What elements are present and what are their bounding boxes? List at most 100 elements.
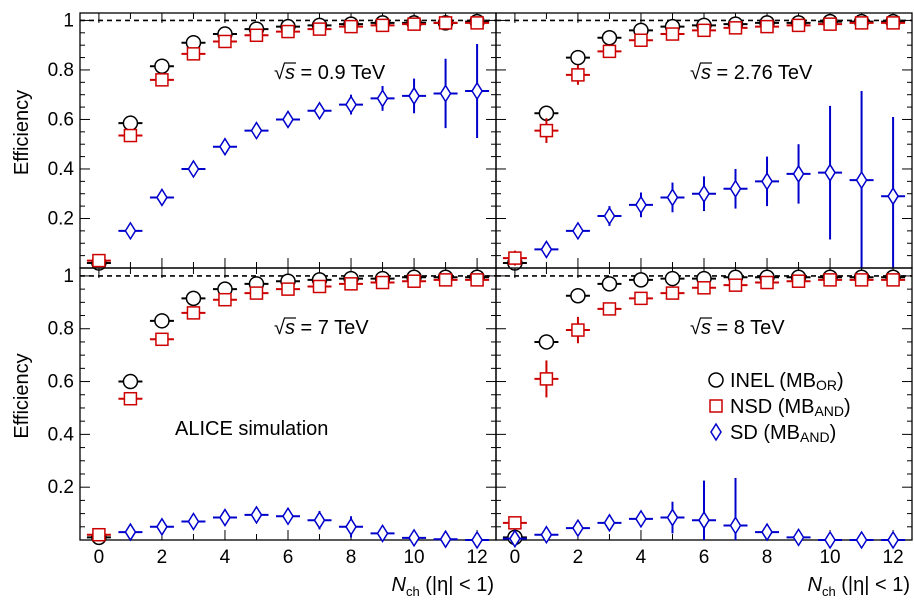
data-point bbox=[123, 391, 138, 406]
data-point bbox=[249, 286, 264, 300]
data-point bbox=[124, 221, 137, 241]
data-point bbox=[156, 517, 168, 537]
y-tick-label: 0.6 bbox=[48, 372, 74, 393]
y-axis-title: Efficiency bbox=[11, 90, 33, 175]
y-tick-label: 0.2 bbox=[48, 208, 74, 229]
legend-marker bbox=[708, 372, 724, 388]
data-point bbox=[887, 186, 899, 206]
data-point bbox=[570, 49, 586, 66]
y-axis-title: Efficiency bbox=[11, 353, 33, 438]
data-point bbox=[824, 530, 836, 550]
series-nsd bbox=[86, 16, 490, 268]
panel-frame bbox=[79, 12, 497, 269]
data-point bbox=[761, 522, 773, 542]
data-point bbox=[185, 290, 202, 307]
data-point bbox=[376, 88, 389, 108]
data-point bbox=[124, 522, 137, 542]
data-point bbox=[539, 123, 554, 138]
data-point bbox=[603, 206, 616, 226]
data-point bbox=[375, 275, 390, 290]
x-tick-label: 0 bbox=[510, 547, 521, 568]
series-sd bbox=[118, 505, 490, 550]
data-point bbox=[408, 528, 420, 548]
data-point bbox=[665, 27, 680, 41]
data-point bbox=[470, 16, 484, 30]
data-point bbox=[601, 276, 618, 292]
panel-frame bbox=[495, 12, 913, 269]
data-point bbox=[345, 517, 357, 537]
legend-entry: INEL (MBOR) bbox=[730, 370, 844, 393]
data-point bbox=[122, 115, 139, 131]
x-axis-title: Nch (|η| < 1) bbox=[392, 574, 495, 599]
data-point bbox=[855, 170, 868, 190]
data-point bbox=[761, 171, 773, 191]
data-point bbox=[313, 510, 326, 530]
energy-label: √s = 8 TeV bbox=[690, 317, 785, 339]
data-point bbox=[540, 240, 553, 259]
energy-label: √s = 2.76 TeV bbox=[690, 62, 813, 84]
data-point bbox=[408, 86, 420, 106]
x-tick-label: 8 bbox=[762, 547, 773, 568]
data-point bbox=[571, 323, 585, 337]
data-point bbox=[282, 110, 294, 129]
data-point bbox=[886, 273, 900, 287]
data-point bbox=[666, 188, 679, 207]
legend-marker bbox=[710, 422, 722, 442]
data-point bbox=[887, 530, 899, 550]
data-point bbox=[471, 81, 483, 101]
data-point bbox=[571, 68, 585, 82]
data-point bbox=[698, 510, 710, 530]
data-point bbox=[439, 529, 452, 549]
data-point bbox=[729, 516, 742, 535]
x-tick-label: 6 bbox=[283, 547, 294, 568]
panel-frame bbox=[79, 267, 497, 541]
series-nsd bbox=[86, 273, 490, 542]
data-point bbox=[792, 164, 805, 184]
data-point bbox=[375, 18, 390, 33]
legend: INEL (MBOR) NSD (MBAND) SD (MBAND) bbox=[708, 370, 851, 445]
data-point bbox=[187, 512, 200, 531]
data-point bbox=[156, 188, 168, 207]
data-point bbox=[792, 527, 805, 547]
data-point bbox=[728, 278, 743, 292]
data-point bbox=[634, 33, 648, 47]
data-point bbox=[471, 530, 483, 550]
data-point bbox=[186, 47, 201, 61]
data-point bbox=[603, 513, 616, 533]
legend-entry: SD (MBAND) bbox=[730, 422, 836, 445]
x-axis-title: Nch (|η| < 1) bbox=[808, 574, 911, 599]
data-point bbox=[154, 58, 170, 74]
data-point bbox=[155, 332, 169, 347]
data-point bbox=[218, 292, 232, 307]
series-sd bbox=[502, 477, 906, 550]
data-point bbox=[791, 18, 806, 33]
data-point bbox=[635, 509, 647, 529]
data-point bbox=[407, 274, 421, 288]
x-tick-label: 2 bbox=[573, 547, 584, 568]
data-point bbox=[509, 529, 521, 549]
data-point bbox=[344, 277, 358, 291]
series-inel bbox=[502, 13, 906, 271]
series-nsd bbox=[502, 273, 906, 530]
data-point bbox=[602, 302, 617, 316]
y-tick-label: 0.4 bbox=[48, 159, 75, 180]
x-tick-label: 12 bbox=[467, 547, 488, 568]
data-point bbox=[698, 184, 710, 204]
x-tick-label: 4 bbox=[220, 547, 231, 568]
data-point bbox=[282, 506, 294, 526]
data-point bbox=[854, 273, 869, 287]
y-tick-label: 1 bbox=[63, 10, 74, 31]
y-tick-label: 0.8 bbox=[48, 319, 74, 340]
data-point bbox=[508, 251, 522, 265]
data-point bbox=[760, 19, 774, 34]
x-tick-label: 0 bbox=[94, 547, 105, 568]
data-point bbox=[728, 21, 743, 35]
y-tick-label: 0.6 bbox=[48, 109, 74, 130]
data-point bbox=[219, 137, 231, 157]
energy-label: √s = 7 TeV bbox=[274, 317, 369, 339]
x-tick-label: 10 bbox=[819, 547, 840, 568]
data-point bbox=[635, 195, 647, 215]
data-point bbox=[92, 527, 106, 542]
data-point bbox=[538, 334, 555, 350]
legend-marker bbox=[709, 399, 723, 413]
